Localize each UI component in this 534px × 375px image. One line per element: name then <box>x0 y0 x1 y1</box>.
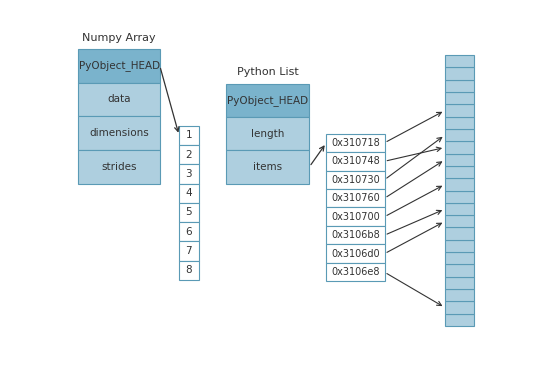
FancyBboxPatch shape <box>445 264 474 277</box>
FancyBboxPatch shape <box>179 222 199 242</box>
Text: 0x3106d0: 0x3106d0 <box>331 249 380 259</box>
Text: 5: 5 <box>185 207 192 218</box>
FancyBboxPatch shape <box>445 141 474 154</box>
Text: 1: 1 <box>185 130 192 141</box>
Text: 2: 2 <box>185 150 192 160</box>
FancyBboxPatch shape <box>445 154 474 166</box>
FancyBboxPatch shape <box>78 116 160 150</box>
Text: PyObject_HEAD: PyObject_HEAD <box>78 60 160 71</box>
Text: Python List: Python List <box>237 68 299 77</box>
Text: 3: 3 <box>185 169 192 179</box>
FancyBboxPatch shape <box>445 314 474 326</box>
FancyBboxPatch shape <box>326 207 384 226</box>
FancyBboxPatch shape <box>445 240 474 252</box>
Text: 7: 7 <box>185 246 192 256</box>
FancyBboxPatch shape <box>445 117 474 129</box>
FancyBboxPatch shape <box>445 55 474 68</box>
Text: 0x310718: 0x310718 <box>331 138 380 148</box>
FancyBboxPatch shape <box>445 215 474 228</box>
FancyBboxPatch shape <box>226 84 309 117</box>
Text: 0x3106b8: 0x3106b8 <box>331 230 380 240</box>
FancyBboxPatch shape <box>179 242 199 261</box>
FancyBboxPatch shape <box>445 166 474 178</box>
Text: strides: strides <box>101 162 137 172</box>
FancyBboxPatch shape <box>179 261 199 280</box>
FancyBboxPatch shape <box>179 145 199 164</box>
Text: items: items <box>253 162 282 172</box>
FancyBboxPatch shape <box>326 244 384 263</box>
FancyBboxPatch shape <box>326 152 384 171</box>
FancyBboxPatch shape <box>226 117 309 150</box>
FancyBboxPatch shape <box>445 228 474 240</box>
FancyBboxPatch shape <box>445 68 474 80</box>
Text: PyObject_HEAD: PyObject_HEAD <box>227 95 308 106</box>
FancyBboxPatch shape <box>226 150 309 184</box>
Text: length: length <box>251 129 284 138</box>
FancyBboxPatch shape <box>179 126 199 145</box>
Text: Numpy Array: Numpy Array <box>82 33 156 43</box>
FancyBboxPatch shape <box>179 164 199 184</box>
Text: 0x310700: 0x310700 <box>331 212 380 222</box>
FancyBboxPatch shape <box>326 171 384 189</box>
Text: 0x310760: 0x310760 <box>331 193 380 203</box>
FancyBboxPatch shape <box>445 129 474 141</box>
FancyBboxPatch shape <box>445 289 474 302</box>
FancyBboxPatch shape <box>78 49 160 82</box>
FancyBboxPatch shape <box>445 190 474 203</box>
FancyBboxPatch shape <box>445 104 474 117</box>
FancyBboxPatch shape <box>445 178 474 190</box>
Text: 0x310730: 0x310730 <box>331 175 380 185</box>
Text: 6: 6 <box>185 227 192 237</box>
FancyBboxPatch shape <box>445 203 474 215</box>
FancyBboxPatch shape <box>179 184 199 203</box>
Text: dimensions: dimensions <box>89 128 149 138</box>
Text: 4: 4 <box>185 188 192 198</box>
FancyBboxPatch shape <box>445 92 474 104</box>
FancyBboxPatch shape <box>445 80 474 92</box>
FancyBboxPatch shape <box>445 277 474 289</box>
FancyBboxPatch shape <box>445 252 474 264</box>
Text: 0x310748: 0x310748 <box>331 156 380 166</box>
FancyBboxPatch shape <box>78 82 160 116</box>
Text: 0x3106e8: 0x3106e8 <box>331 267 380 277</box>
FancyBboxPatch shape <box>78 150 160 184</box>
Text: 8: 8 <box>185 265 192 275</box>
FancyBboxPatch shape <box>326 134 384 152</box>
FancyBboxPatch shape <box>445 302 474 314</box>
Text: data: data <box>107 94 131 104</box>
FancyBboxPatch shape <box>326 189 384 207</box>
FancyBboxPatch shape <box>326 226 384 245</box>
FancyBboxPatch shape <box>326 263 384 281</box>
FancyBboxPatch shape <box>179 203 199 222</box>
